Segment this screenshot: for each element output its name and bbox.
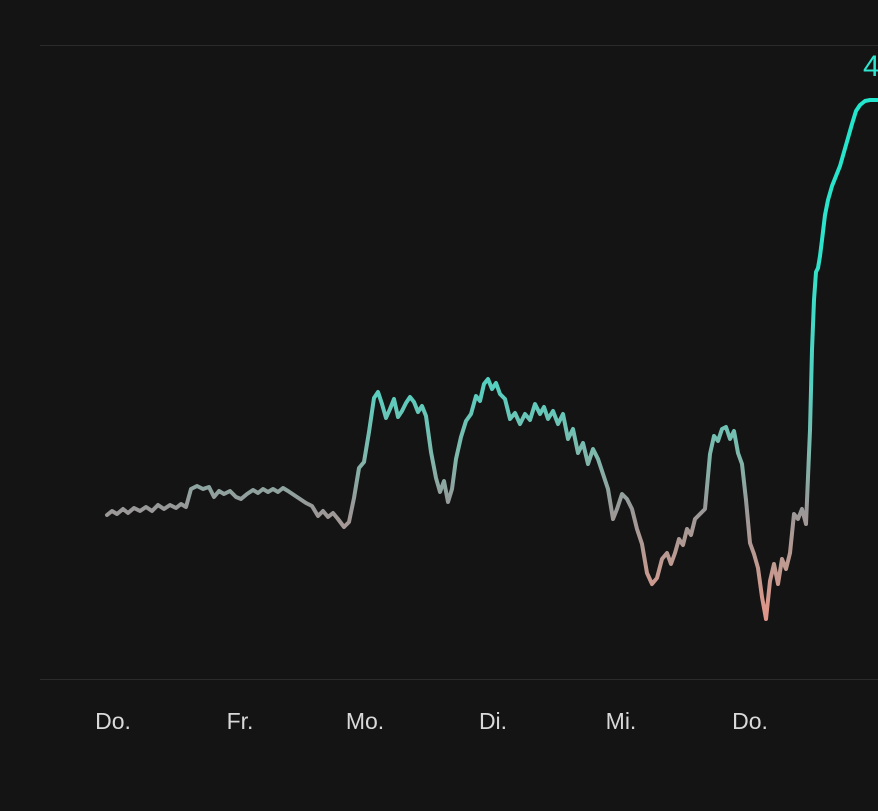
price-line	[105, 98, 878, 621]
x-tick-fr: Fr.	[226, 708, 254, 734]
x-axis-divider	[40, 679, 878, 680]
x-tick-mi: Mi.	[605, 708, 637, 734]
x-axis-labels: Do. Fr. Mo. Di. Mi. Do.	[0, 708, 878, 748]
x-tick-di: Di.	[478, 708, 508, 734]
x-tick-mo: Mo.	[345, 708, 385, 734]
x-tick-do-1: Do.	[95, 708, 131, 734]
x-tick-do-2: Do.	[732, 708, 768, 734]
price-label-partial: 4	[863, 50, 878, 83]
top-divider	[40, 45, 878, 46]
